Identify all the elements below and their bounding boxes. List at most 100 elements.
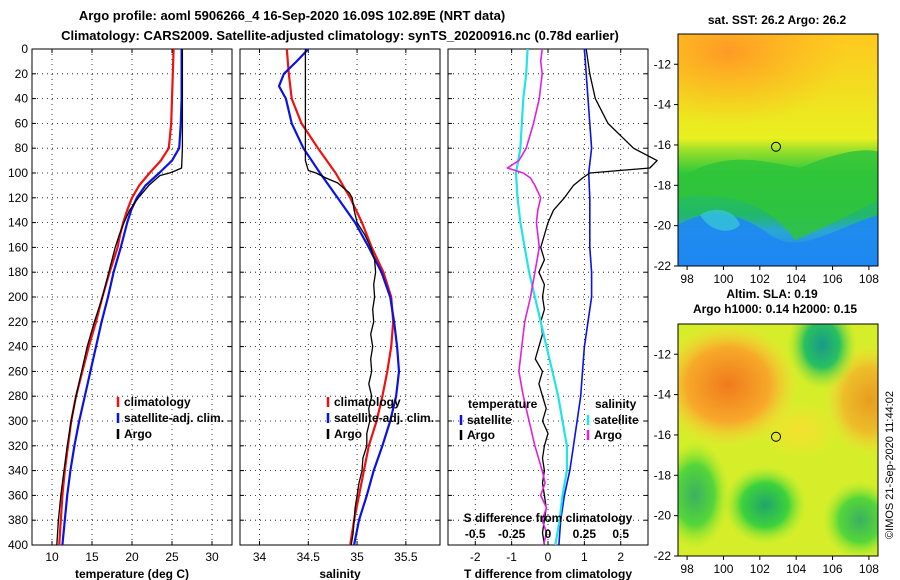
- map-x-tick-label: 108: [859, 272, 879, 286]
- y-tick-label: 380: [8, 513, 28, 527]
- legend-label: Argo: [334, 427, 362, 441]
- map-y-tick-label: -14: [654, 98, 672, 112]
- temperature-profile-legend: climatology satellite-adj. clim. Argo: [116, 395, 224, 441]
- difference-profile-xlabel: T difference from climatology: [464, 567, 632, 580]
- sla-map-green-eddy-southwest: [678, 440, 730, 550]
- sla-map-frame: [677, 323, 879, 557]
- y-tick-label: 240: [8, 340, 28, 354]
- series-salinity-argo: [506, 48, 548, 546]
- sst-map-green-front: [678, 150, 878, 240]
- sst-map-cyan-patch: [700, 209, 740, 231]
- series-salinity-satellite: [514, 48, 569, 546]
- y-tick-label: 0: [21, 42, 28, 56]
- sst-map: [678, 34, 878, 266]
- temperature-profile: 10 15 20 25 30020406080100120140160180200220…: [8, 42, 233, 580]
- map-x-tick-label: 98: [680, 272, 694, 286]
- y-tick-label: 280: [8, 389, 28, 403]
- map-y-tick-label: -22: [654, 549, 672, 563]
- map-x-tick-label: 102: [750, 272, 770, 286]
- sla-map-green-eddy-southeast: [822, 480, 878, 556]
- series-temperature-satellite: [558, 48, 593, 546]
- series-satellite-adj-clim-: [277, 48, 401, 546]
- y-tick-label: 220: [8, 315, 28, 329]
- x-tick-label: 2: [617, 550, 624, 564]
- legend-label: satellite-adj. clim.: [124, 411, 224, 425]
- temperature-profile-xlabel: temperature (deg C): [75, 567, 189, 580]
- x-tick-label: 34: [253, 550, 267, 564]
- y-tick-label: 320: [8, 439, 28, 453]
- sst-map-frame: [677, 33, 879, 267]
- y-tick-label: 260: [8, 364, 28, 378]
- y-tick-label: 40: [15, 92, 29, 106]
- sla-map-subtitle: Argo h1000: 0.14 h2000: 0.15: [693, 302, 857, 316]
- map-x-tick-label: 108: [859, 562, 879, 576]
- x-tick-label: 20: [125, 550, 139, 564]
- y-tick-label: 120: [8, 191, 28, 205]
- s-diff-tick-label: 0.25: [573, 527, 597, 541]
- map-x-tick-label: 100: [713, 562, 733, 576]
- y-tick-label: 140: [8, 216, 28, 230]
- series-temperature-argo: [534, 48, 658, 546]
- sst-map-title: sat. SST: 26.2 Argo: 26.2: [708, 13, 847, 27]
- y-tick-label: 80: [15, 141, 29, 155]
- legend-label: Argo: [594, 428, 622, 442]
- series-satellite-adj-clim-: [61, 49, 183, 546]
- x-tick-label: 0: [545, 550, 552, 564]
- temperature-profile-grid: [32, 49, 232, 545]
- s-diff-tick-label: 0: [545, 527, 552, 541]
- x-tick-label: 35.5: [394, 550, 418, 564]
- y-tick-label: 340: [8, 464, 28, 478]
- map-y-tick-label: -16: [654, 138, 672, 152]
- map-y-tick-label: -14: [654, 388, 672, 402]
- x-tick-label: 35: [350, 550, 364, 564]
- y-tick-label: 100: [8, 166, 28, 180]
- sla-map-title: Altim. SLA: 0.19: [726, 287, 818, 301]
- map-x-tick-label: 106: [823, 562, 843, 576]
- x-tick-label: 34.5: [297, 550, 321, 564]
- x-tick-label: 25: [165, 550, 179, 564]
- sla-map-teal-eddy-north: [787, 324, 857, 390]
- map-y-tick-label: -18: [654, 468, 672, 482]
- x-tick-label: 1: [581, 550, 588, 564]
- s-diff-tick-label: 0.5: [612, 527, 629, 541]
- sla-map-argo-marker: [771, 431, 781, 442]
- sst-map-warm-region: [678, 34, 878, 154]
- map-y-tick-label: -20: [654, 509, 672, 523]
- map-y-tick-label: -12: [654, 57, 672, 71]
- map-y-tick-label: -16: [654, 428, 672, 442]
- sla-map: [678, 324, 878, 556]
- map-y-tick-label: -20: [654, 219, 672, 233]
- sla-map-green-eddy-south: [723, 465, 807, 545]
- y-tick-label: 60: [15, 116, 29, 130]
- x-tick-label: -1: [506, 550, 517, 564]
- y-tick-label: 180: [8, 265, 28, 279]
- x-tick-label: 15: [85, 550, 99, 564]
- map-y-tick-label: -22: [654, 259, 672, 273]
- map-x-tick-label: 98: [680, 562, 694, 576]
- salinity-profile-legend: climatology satellite-adj. clim. Argo: [326, 395, 434, 441]
- legend-label: satellite: [467, 413, 512, 427]
- x-tick-label: 10: [45, 550, 59, 564]
- map-x-tick-label: 106: [823, 272, 843, 286]
- legend-label: satellite: [594, 413, 639, 427]
- difference-profile-grid: [448, 49, 648, 545]
- y-tick-label: 360: [8, 488, 28, 502]
- legend-title: salinity: [595, 397, 637, 411]
- map-x-tick-label: 100: [713, 272, 733, 286]
- y-tick-label: 300: [8, 414, 28, 428]
- legend-label: climatology: [124, 395, 191, 409]
- s-diff-xlabel: S difference from climatology: [464, 511, 633, 525]
- salinity-profile-grid: [240, 49, 440, 545]
- timestamp: ©IMOS 21-Sep-2020 11:44:02: [884, 391, 896, 539]
- s-diff-tick-label: -0.25: [498, 527, 526, 541]
- map-x-tick-label: 102: [750, 562, 770, 576]
- map-x-tick-label: 104: [786, 272, 806, 286]
- header-line-1: Argo profile: aoml 5906266_4 16-Sep-2020…: [79, 8, 505, 23]
- legend-label: Argo: [124, 427, 152, 441]
- x-tick-label: -2: [470, 550, 481, 564]
- map-x-tick-label: 104: [786, 562, 806, 576]
